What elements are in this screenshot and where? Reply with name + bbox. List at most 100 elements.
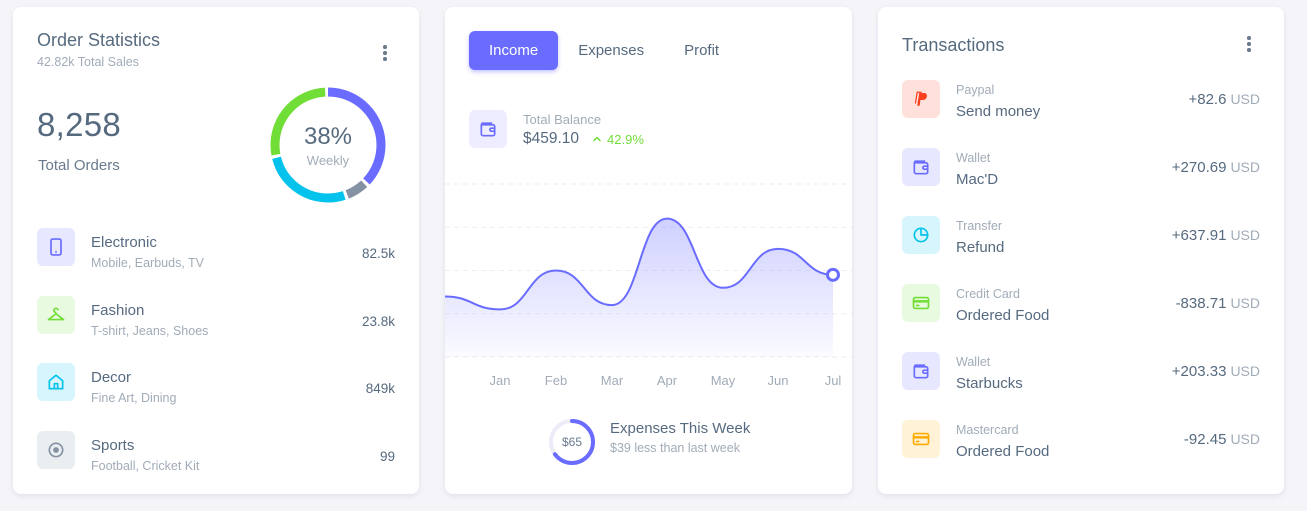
transaction-desc: Ordered Food [956, 307, 1050, 324]
amount-currency: USD [1230, 227, 1260, 243]
week-ring-progress [549, 419, 595, 465]
expenses-week-title: Expenses This Week [610, 420, 751, 437]
category-name: Electronic [91, 234, 157, 251]
total-balance-row: $459.10 42.9% [523, 130, 644, 148]
category-name: Fashion [91, 301, 145, 319]
expenses-week-subtitle: $39 less than last week [610, 441, 740, 455]
category-desc: Fine Art, Dining [91, 391, 177, 405]
balance-change-value: 42.9% [607, 131, 644, 147]
transaction-row: Transfer Refund +637.91 USD [902, 216, 1260, 284]
hanger-icon [37, 295, 75, 334]
transactions-list: Paypal Send money +82.6 USD Wallet Mac'D … [902, 80, 1260, 488]
pie-chart-icon [902, 216, 940, 254]
donut-center: 38% Weekly [268, 85, 388, 205]
category-list: Electronic Mobile, Earbuds, TV 82.5k Fas… [37, 227, 395, 497]
transaction-row: Paypal Send money +82.6 USD [902, 80, 1260, 148]
week-ring-value: $65 [561, 435, 583, 449]
category-name: Decor [91, 369, 132, 386]
tab-profit[interactable]: Profit [684, 42, 720, 59]
category-name: Sports [91, 436, 135, 454]
donut-percent: 38% [303, 122, 353, 150]
x-tick-label: Jul [825, 373, 842, 388]
balance-change: 42.9% [591, 132, 644, 147]
category-value: 99 [379, 448, 395, 464]
amount-value: +270.69 [1171, 159, 1227, 176]
transaction-amount: +82.6 USD [1188, 91, 1260, 108]
x-tick-label: Mar [601, 373, 624, 388]
amount-value: -92.45 [1183, 431, 1227, 448]
total-orders-label: Total Orders [38, 157, 120, 174]
order-statistics-title: Order Statistics [37, 30, 161, 50]
category-desc: Football, Cricket Kit [91, 458, 200, 473]
transaction-row: Wallet Mac'D +270.69 USD [902, 148, 1260, 216]
credit-card-icon [902, 284, 940, 322]
category-value: 23.8k [361, 313, 395, 329]
more-options-icon[interactable] [375, 43, 395, 63]
amount-value: +82.6 [1188, 91, 1227, 108]
category-desc: T-shirt, Jeans, Shoes [91, 323, 209, 338]
transaction-desc: Send money [956, 103, 1041, 120]
income-card: Income Expenses Profit Total Balance $45… [445, 7, 852, 494]
amount-currency: USD [1230, 295, 1260, 311]
x-tick-label: Jan [490, 373, 511, 388]
amount-currency: USD [1230, 159, 1260, 175]
donut-segment-electronic [270, 87, 386, 203]
income-last-point [826, 267, 840, 282]
amount-value: +637.91 [1171, 227, 1227, 244]
transaction-type: Paypal [956, 83, 995, 97]
order-statistics-card: Order Statistics 42.82k Total Sales 8,25… [13, 7, 419, 494]
tab-expenses[interactable]: Expenses [578, 42, 645, 59]
donut-period: Weekly [306, 152, 350, 168]
income-area-chart: Jan Feb Mar Apr May Jun Jul [445, 183, 852, 388]
order-statistics-subtitle: 42.82k Total Sales [37, 55, 139, 69]
transaction-amount: +637.91 USD [1172, 227, 1260, 244]
transaction-row: Mastercard Ordered Food -92.45 USD [902, 420, 1260, 488]
chevron-up-icon [593, 136, 601, 142]
mobile-icon [37, 228, 75, 266]
order-statistics-header: Order Statistics 42.82k Total Sales [37, 30, 160, 69]
x-tick-label: Feb [545, 373, 567, 388]
category-item-electronic: Electronic Mobile, Earbuds, TV 82.5k [37, 227, 395, 295]
amount-value: +203.33 [1171, 363, 1227, 380]
expenses-week-ring [549, 419, 595, 465]
wallet-icon [469, 110, 507, 148]
transactions-card: Transactions Paypal Send money +82.6 USD … [878, 7, 1284, 494]
transaction-amount: -838.71 USD [1176, 295, 1260, 312]
total-orders-value: 8,258 [37, 106, 122, 143]
total-balance-value: $459.10 [523, 130, 580, 147]
wallet-icon [902, 148, 940, 186]
more-options-icon[interactable] [1239, 34, 1259, 54]
income-tabs: Income Expenses Profit [469, 31, 739, 70]
transaction-type: Transfer [956, 219, 1003, 233]
income-area-fill [445, 218, 833, 357]
x-tick-label: Jun [768, 373, 789, 388]
transaction-desc: Starbucks [956, 375, 1023, 392]
football-icon [37, 430, 75, 469]
transaction-amount: -92.45 USD [1184, 431, 1260, 448]
category-value: 849k [365, 381, 395, 396]
transaction-type: Wallet [956, 151, 991, 165]
tab-income[interactable]: Income [469, 31, 559, 70]
transaction-type: Credit Card [956, 287, 1020, 301]
home-icon [37, 363, 75, 401]
donut-segment-decor [270, 87, 386, 203]
amount-value: -838.71 [1175, 295, 1227, 312]
income-series-line [445, 217, 834, 311]
amount-currency: USD [1230, 431, 1260, 447]
transaction-type: Wallet [956, 355, 991, 369]
category-value: 82.5k [361, 246, 395, 261]
order-donut-chart [270, 87, 386, 203]
category-item-fashion: Fashion T-shirt, Jeans, Shoes 23.8k [37, 295, 395, 363]
transaction-row: Credit Card Ordered Food -838.71 USD [902, 284, 1260, 352]
credit-card-icon [902, 420, 940, 458]
transaction-type: Mastercard [956, 423, 1019, 437]
transaction-amount: +270.69 USD [1172, 159, 1260, 176]
x-tick-label: Apr [657, 373, 678, 388]
amount-currency: USD [1230, 91, 1260, 107]
donut-segment-fashion [270, 87, 386, 203]
transactions-title: Transactions [902, 35, 1005, 55]
x-tick-label: May [711, 373, 736, 388]
transaction-amount: +203.33 USD [1172, 363, 1260, 380]
category-desc: Mobile, Earbuds, TV [91, 256, 205, 270]
transaction-desc: Refund [956, 239, 1005, 256]
